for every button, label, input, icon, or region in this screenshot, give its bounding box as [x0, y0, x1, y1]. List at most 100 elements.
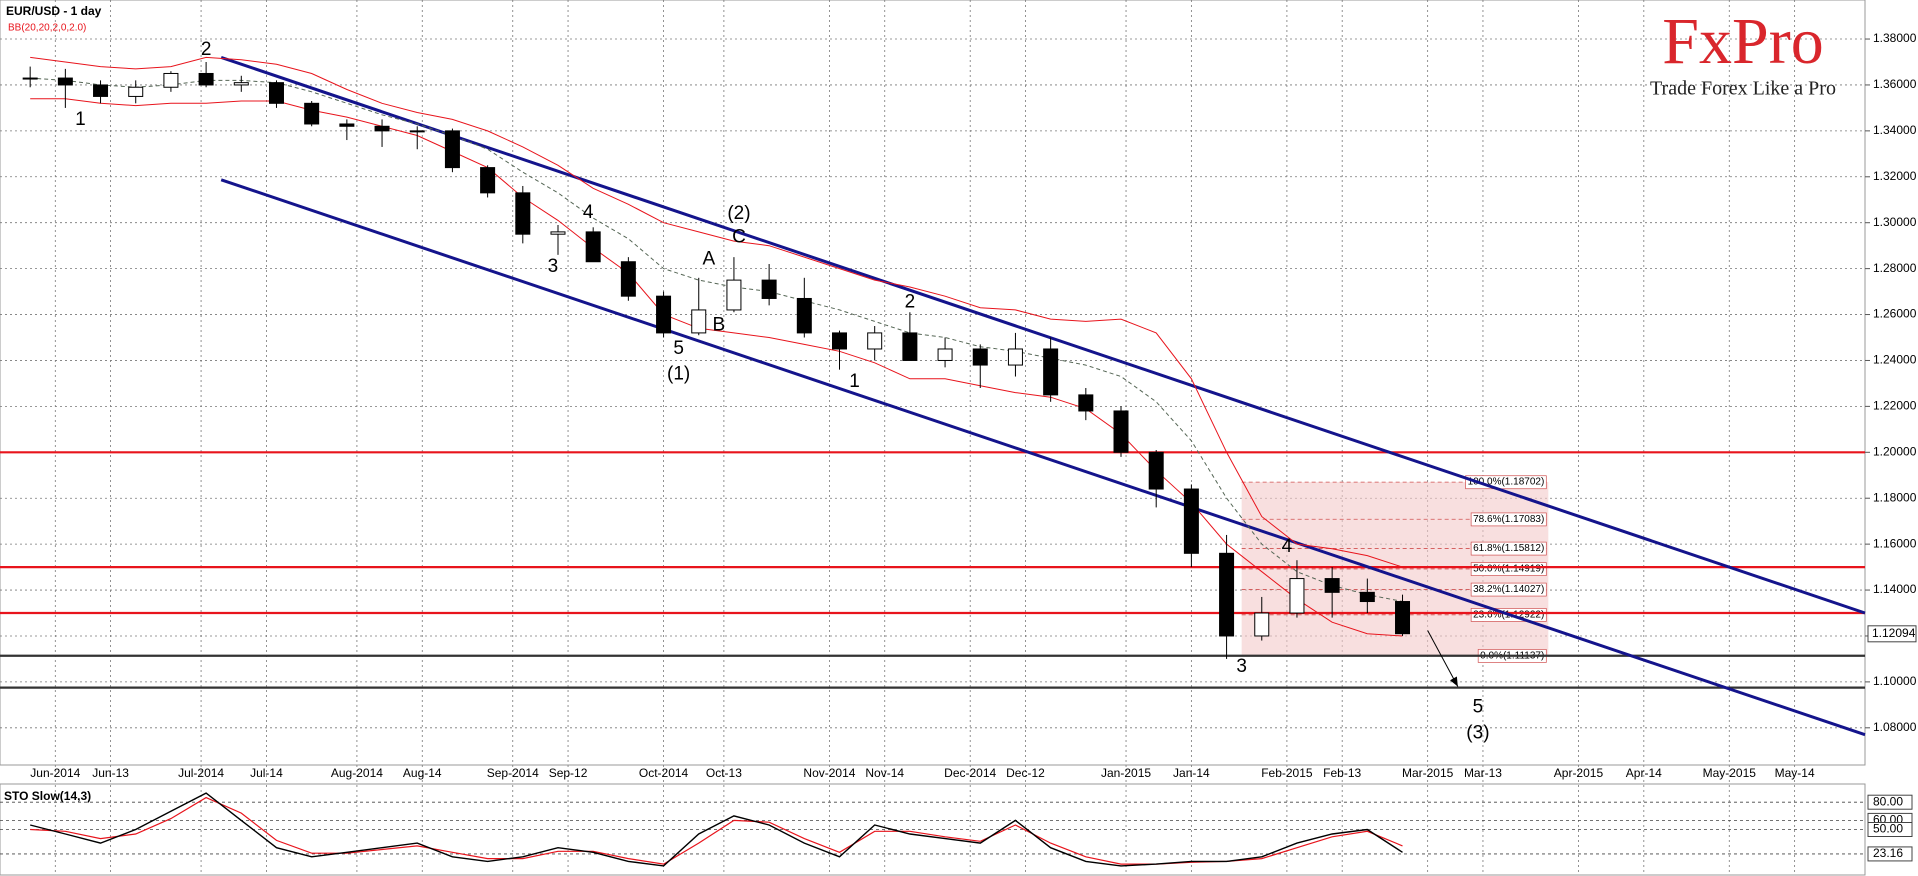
candle-body	[57, 77, 73, 86]
oscillator-tick-label: 80.00	[1873, 794, 1903, 808]
y-tick-label: 1.32000	[1873, 169, 1917, 183]
stochastic-k	[30, 792, 1403, 867]
x-tick-label: Oct-13	[706, 766, 742, 780]
x-tick-label: Nov-14	[865, 766, 904, 780]
candle-body	[1219, 552, 1235, 637]
x-tick-label: Feb-2015	[1261, 766, 1313, 780]
candle-body	[902, 332, 918, 361]
candle-body	[1007, 348, 1023, 366]
wave-label: 4	[1282, 536, 1293, 557]
indicator-label: BB(20,20,2,0,2.0)	[8, 23, 86, 34]
y-tick-label: 1.08000	[1873, 720, 1917, 734]
last-price-label: 1.12094	[1872, 626, 1916, 640]
x-tick-label: Dec-12	[1006, 766, 1045, 780]
y-tick-label: 1.10000	[1873, 674, 1917, 688]
projection-line	[1427, 630, 1459, 687]
x-tick-label: Jun-2014	[30, 766, 80, 780]
x-tick-label: Jan-2015	[1101, 766, 1151, 780]
wave-label: (3)	[1466, 722, 1489, 743]
projection-head	[1450, 676, 1458, 687]
y-tick-label: 1.38000	[1873, 31, 1917, 45]
x-tick-label: Apr-14	[1626, 766, 1662, 780]
oscillator-tick-label: 50.00	[1873, 822, 1903, 836]
candle-body	[1113, 410, 1129, 453]
wave-label: 5	[673, 338, 684, 359]
x-tick-label: Apr-2015	[1554, 766, 1604, 780]
y-tick-label: 1.28000	[1873, 261, 1917, 275]
candle-body	[163, 72, 179, 88]
wave-label: 3	[1236, 656, 1247, 677]
fib-label: 61.8%(1.15812)	[1473, 543, 1544, 554]
x-tick-label: May-2015	[1703, 766, 1757, 780]
candle-body	[832, 332, 848, 350]
oscillator-tick-box	[1867, 822, 1913, 837]
candle-body	[93, 84, 109, 97]
fib-label-box	[1470, 582, 1547, 597]
wave-label: (2)	[727, 203, 750, 224]
x-tick-label: Dec-2014	[944, 766, 996, 780]
candle-body	[515, 192, 531, 235]
y-tick-label: 1.20000	[1873, 444, 1917, 458]
y-tick-label: 1.24000	[1873, 353, 1917, 367]
candle-body	[233, 82, 249, 86]
y-tick-label: 1.30000	[1873, 215, 1917, 229]
candle-body	[1183, 488, 1199, 554]
candle-body	[972, 348, 988, 366]
fib-label: 100.0%(1.18702)	[1468, 477, 1545, 488]
wave-label: C	[732, 226, 746, 247]
wave-label: 2	[201, 39, 212, 60]
x-tick-label: Jan-14	[1173, 766, 1210, 780]
x-tick-label: Jun-13	[92, 766, 129, 780]
wave-label: 2	[905, 291, 916, 312]
fib-label-box	[1470, 541, 1547, 556]
y-tick-label: 1.34000	[1873, 123, 1917, 137]
candle-body	[409, 130, 425, 133]
fib-label-box	[1470, 562, 1547, 576]
x-tick-label: Aug-14	[403, 766, 442, 780]
bollinger-upper	[30, 56, 1403, 568]
oscillator-tick-label: 23.16	[1873, 846, 1903, 860]
fib-label: 38.2%(1.14027)	[1473, 584, 1544, 595]
oscillator-title: STO Slow(14,3)	[4, 789, 91, 803]
x-tick-label: Sep-2014	[487, 766, 539, 780]
x-tick-label: Oct-2014	[639, 766, 689, 780]
x-tick-label: Jul-2014	[178, 766, 224, 780]
wave-label: (1)	[667, 363, 690, 384]
wave-label: 1	[75, 109, 86, 130]
logo-tagline: Trade Forex Like a Pro	[1650, 78, 1836, 100]
x-tick-label: Jul-14	[250, 766, 283, 780]
candle-body	[128, 86, 144, 97]
wave-label: B	[713, 315, 726, 336]
candle-body	[1254, 612, 1270, 637]
candle-body	[1289, 578, 1305, 614]
y-tick-label: 1.26000	[1873, 307, 1917, 321]
y-tick-label: 1.18000	[1873, 490, 1917, 504]
fib-label: 78.6%(1.17083)	[1473, 514, 1544, 525]
candle-body	[867, 332, 883, 350]
y-tick-label: 1.16000	[1873, 536, 1917, 550]
price-frame	[0, 0, 1866, 766]
wave-label: 3	[548, 256, 559, 277]
candle-body	[22, 77, 38, 80]
channel-line	[220, 178, 1866, 737]
oscillator-tick-box	[1867, 794, 1913, 810]
candle-body	[198, 72, 214, 86]
x-tick-label: Sep-12	[549, 766, 588, 780]
candle-body	[374, 125, 390, 132]
chart-title: EUR/USD - 1 day	[6, 4, 102, 18]
bollinger-middle	[30, 77, 1403, 602]
candle-body	[444, 130, 460, 169]
x-tick-label: May-14	[1775, 766, 1815, 780]
candle-body	[339, 123, 355, 127]
last-price-box	[1867, 625, 1917, 643]
candle-body	[796, 297, 812, 334]
candle-body	[691, 309, 707, 334]
candle-body	[726, 279, 742, 311]
candle-body	[550, 231, 566, 235]
candle-body	[1043, 348, 1059, 396]
logo-brand: FxPro	[1662, 5, 1823, 78]
candle-body	[304, 102, 320, 125]
fib-label-box	[1470, 512, 1547, 527]
candle-body	[585, 231, 601, 263]
